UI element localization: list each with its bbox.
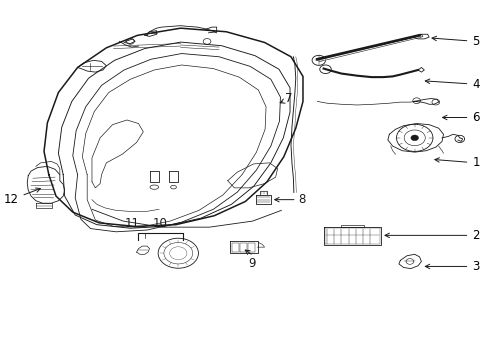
Text: 12: 12 xyxy=(3,188,41,206)
Text: 11: 11 xyxy=(124,217,139,230)
Circle shape xyxy=(410,135,418,141)
Text: 5: 5 xyxy=(431,35,479,48)
Text: 8: 8 xyxy=(298,193,305,206)
Text: 6: 6 xyxy=(442,111,479,124)
Text: 1: 1 xyxy=(434,156,479,169)
Text: 10: 10 xyxy=(153,217,168,230)
Text: 3: 3 xyxy=(425,260,479,273)
Text: 4: 4 xyxy=(425,78,479,91)
Text: 2: 2 xyxy=(384,229,479,242)
Text: 7: 7 xyxy=(285,92,292,105)
Text: 9: 9 xyxy=(247,257,255,270)
